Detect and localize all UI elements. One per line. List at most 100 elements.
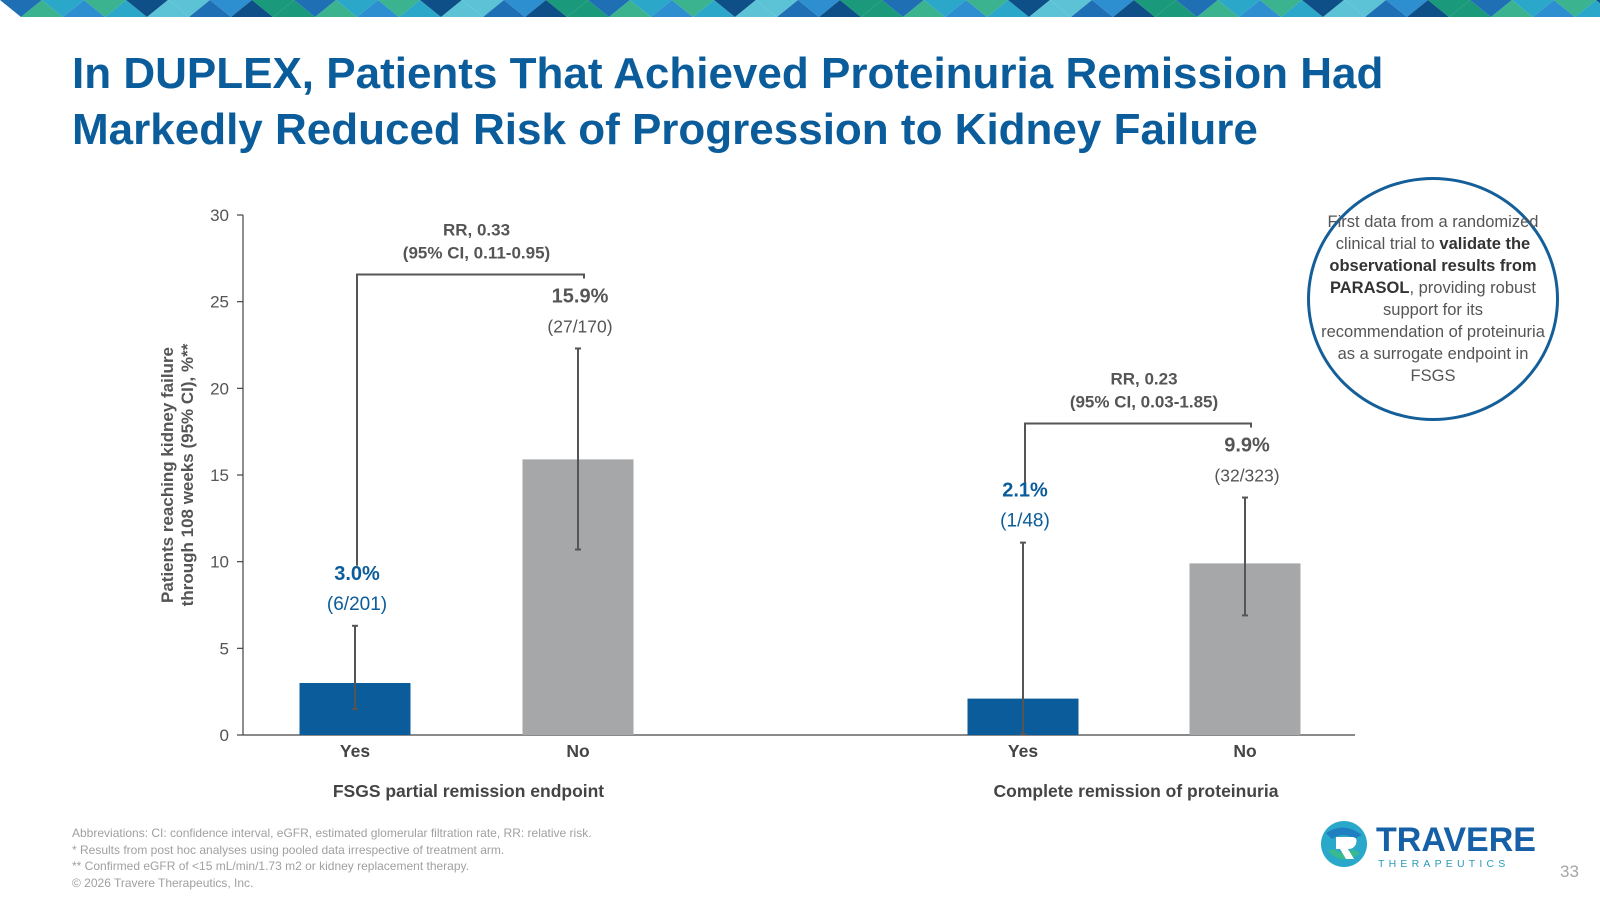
banner-shape <box>1449 0 1491 17</box>
banner-shape <box>1470 0 1512 17</box>
y-axis-title: Patients reaching kidney failurethrough … <box>158 343 197 606</box>
banner-shape <box>651 0 693 17</box>
banner-shape <box>1554 0 1596 17</box>
banner-shape <box>735 0 777 17</box>
banner-shape <box>924 0 966 17</box>
banner-shape <box>777 0 819 17</box>
rr-label: RR, 0.33 <box>443 220 510 239</box>
banner-shape <box>1029 0 1071 17</box>
banner-shape <box>84 0 126 17</box>
banner-shape <box>357 0 399 17</box>
logo-subtitle: THERAPEUTICS <box>1378 858 1510 870</box>
banner-shape <box>504 0 546 17</box>
data-label-count: (32/323) <box>1214 466 1279 486</box>
data-label-count: (6/201) <box>327 594 387 615</box>
banner-shape <box>903 0 945 17</box>
rr-bracket <box>1024 422 1252 483</box>
x-tick-label: No <box>1233 741 1256 761</box>
y-tick-label: 10 <box>210 553 229 572</box>
y-axis-title-line-1: Patients reaching kidney failure <box>158 347 177 603</box>
data-label-percent: 9.9% <box>1224 435 1270 457</box>
banner-shape <box>1491 0 1533 17</box>
banner-shape <box>1071 0 1113 17</box>
x-tick-label: Yes <box>340 741 370 761</box>
banner-shape <box>1344 0 1386 17</box>
banner-shape <box>567 0 609 17</box>
y-tick-label: 30 <box>210 206 229 225</box>
banner-shape <box>525 0 567 17</box>
banner-shape <box>483 0 525 17</box>
banner-shape <box>1323 0 1365 17</box>
callout-text: First data from a randomized clinical tr… <box>1320 211 1546 387</box>
banner-shape <box>0 0 42 17</box>
banner-shape <box>1575 0 1600 17</box>
banner-shape <box>273 0 315 17</box>
banner-shape <box>126 0 168 17</box>
rr-ci-label: (95% CI, 0.11-0.95) <box>403 243 550 262</box>
banner-shape <box>21 0 63 17</box>
banner-shape <box>882 0 924 17</box>
banner-shape <box>1260 0 1302 17</box>
banner-shape <box>315 0 357 17</box>
banner-shape <box>462 0 504 17</box>
banner-shape <box>42 0 84 17</box>
banner-shape <box>1050 0 1092 17</box>
banner-shape <box>168 0 210 17</box>
rr-ci-label: (95% CI, 0.03-1.85) <box>1070 393 1218 412</box>
banner-shape <box>294 0 336 17</box>
banner-shape <box>1113 0 1155 17</box>
banner-shape <box>819 0 861 17</box>
decorative-banner <box>0 0 1600 17</box>
banner-shape <box>861 0 903 17</box>
callout-text-end: , providing robust support for its recom… <box>1321 279 1545 385</box>
y-tick-label: 15 <box>210 466 229 485</box>
footnote-post-hoc: * Results from post hoc analyses using p… <box>72 842 505 857</box>
group-label: Complete remission of proteinuria <box>994 781 1279 801</box>
banner-shape <box>987 0 1029 17</box>
slide-title-line-1: In DUPLEX, Patients That Achieved Protei… <box>72 49 1384 98</box>
y-axis-title-line-2: through 108 weeks (95% CI), %** <box>178 343 197 606</box>
banner-shape <box>1008 0 1050 17</box>
data-label-count: (27/170) <box>547 316 612 336</box>
banner-shape <box>798 0 840 17</box>
footnote-abbreviations: Abbreviations: CI: confidence interval, … <box>72 826 592 840</box>
y-tick-label: 0 <box>220 726 229 745</box>
group-label: FSGS partial remission endpoint <box>333 781 604 801</box>
banner-shape <box>231 0 273 17</box>
banner-shape <box>441 0 483 17</box>
travere-logo-icon <box>1321 821 1367 867</box>
banner-shape <box>210 0 252 17</box>
callout-text-bold: validate the observational results from … <box>1329 235 1537 297</box>
banner-shape <box>1407 0 1449 17</box>
data-label-percent: 2.1% <box>1002 480 1048 502</box>
banner-shape <box>588 0 630 17</box>
banner-shape <box>1365 0 1407 17</box>
banner-shape <box>672 0 714 17</box>
rr-bracket <box>356 273 585 566</box>
banner-shape <box>1176 0 1218 17</box>
banner-shape <box>336 0 378 17</box>
banner-shape <box>756 0 798 17</box>
banner-shape <box>840 0 882 17</box>
slide-title-line-2: Markedly Reduced Risk of Progression to … <box>72 105 1258 154</box>
banner-shape <box>105 0 147 17</box>
banner-shape <box>1155 0 1197 17</box>
y-tick-label: 20 <box>210 379 229 398</box>
banner-shape <box>147 0 189 17</box>
banner-shape <box>1092 0 1134 17</box>
banner-shape <box>1239 0 1281 17</box>
banner-shape <box>420 0 462 17</box>
banner-shape <box>189 0 231 17</box>
x-tick-label: Yes <box>1008 741 1038 761</box>
rr-label: RR, 0.23 <box>1110 370 1177 389</box>
banner-shape <box>252 0 294 17</box>
banner-shape <box>378 0 420 17</box>
y-tick-label: 25 <box>210 293 229 312</box>
banner-shape <box>399 0 441 17</box>
banner-shape <box>1281 0 1323 17</box>
banner-shape <box>693 0 735 17</box>
banner-shape <box>966 0 1008 17</box>
banner-shape <box>1218 0 1260 17</box>
callout-text-start: First data from a randomized clinical tr… <box>1327 213 1539 253</box>
banner-shape <box>546 0 588 17</box>
